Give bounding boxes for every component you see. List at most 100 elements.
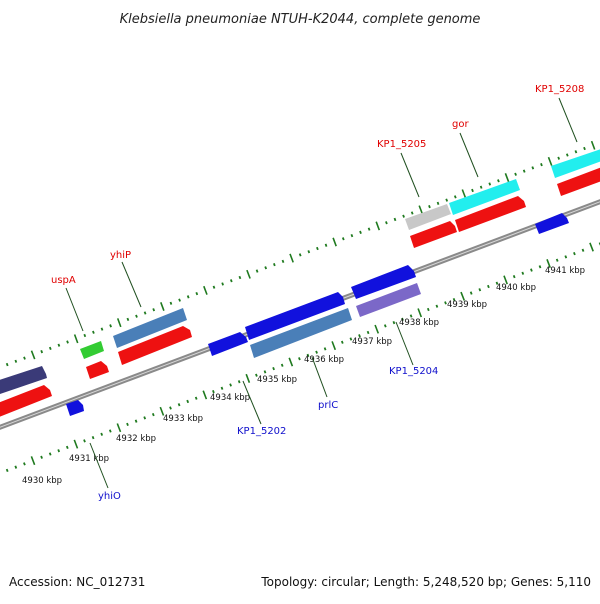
lower-tick-17 (136, 420, 137, 423)
lower-tick-56 (471, 292, 472, 295)
upper-tick-58 (489, 183, 490, 186)
feature-green-uspa[interactable] (80, 341, 104, 359)
upper-tick-41 (343, 238, 344, 241)
lower-tick-61 (514, 275, 515, 278)
upper-tick-62 (524, 170, 525, 173)
lower-tick-57 (479, 288, 480, 291)
upper-tick-28 (231, 279, 232, 282)
upper-tick-18 (145, 312, 146, 315)
upper-tick-39 (326, 244, 327, 247)
kbp-label-4936: 4936 kbp (304, 355, 344, 365)
upper-tick-55 (462, 190, 465, 198)
upper-tick-4 (24, 357, 25, 360)
lower-tick-64 (540, 266, 541, 269)
upper-tick-44 (369, 228, 370, 231)
upper-tick-67 (567, 154, 568, 157)
leader-yhio (90, 443, 108, 488)
gene-label-yhio[interactable]: yhiO (98, 491, 121, 502)
leader-lines (66, 98, 577, 488)
kbp-label-4941: 4941 kbp (545, 266, 585, 276)
upper-tick-32 (265, 267, 266, 270)
upper-tick-36 (300, 254, 301, 257)
gene-label-uspa[interactable]: uspA (51, 275, 76, 286)
upper-tick-66 (558, 157, 559, 160)
lower-tick-38 (316, 351, 317, 354)
lower-tick-50 (418, 309, 421, 318)
upper-tick-59 (498, 180, 499, 183)
upper-tick-64 (541, 163, 542, 166)
lower-tick-2 (7, 469, 8, 472)
upper-tick-22 (179, 299, 180, 302)
upper-tick-34 (283, 260, 284, 263)
upper-tick-61 (515, 173, 516, 176)
lower-tick-41 (342, 341, 343, 344)
genome-stats-text: Topology: circular; Length: 5,248,520 bp… (260, 575, 591, 589)
upper-tick-42 (351, 234, 352, 237)
upper-tick-14 (110, 325, 111, 328)
upper-tick-50 (419, 206, 422, 214)
lower-tick-9 (67, 446, 68, 449)
upper-tick-29 (239, 276, 240, 279)
upper-tick-38 (317, 247, 318, 250)
lower-tick-7 (50, 453, 51, 456)
lower-tick-5 (31, 456, 34, 464)
kbp-label-4934: 4934 kbp (210, 393, 250, 403)
upper-tick-69 (584, 147, 585, 150)
lower-tick-33 (273, 367, 274, 370)
feature-blue-4941[interactable] (535, 213, 569, 234)
kbp-label-4930: 4930 kbp (22, 476, 62, 486)
kbp-label-4932: 4932 kbp (116, 434, 156, 444)
gene-label-kp1-5205[interactable]: KP1_5205 (377, 139, 426, 150)
kbp-label-4938: 4938 kbp (399, 318, 439, 328)
feature-blue-4934[interactable] (208, 332, 248, 356)
upper-tick-37 (308, 250, 309, 253)
lower-tick-21 (170, 407, 171, 410)
gene-label-kp1-5208[interactable]: KP1_5208 (535, 84, 584, 95)
gene-label-yhip[interactable]: yhiP (110, 250, 131, 261)
upper-tick-8 (58, 344, 59, 347)
leader-kp1-5208 (559, 98, 577, 142)
upper-tick-63 (532, 167, 533, 170)
leader-kp1-5204 (396, 322, 413, 365)
kbp-label-4940: 4940 kbp (496, 283, 536, 293)
gene-label-kp1-5204[interactable]: KP1_5204 (389, 366, 438, 377)
lower-tick-35 (289, 358, 292, 366)
lower-tick-11 (84, 440, 85, 443)
gene-label-gor[interactable]: gor (452, 119, 469, 130)
lower-tick-30 (246, 374, 249, 383)
upper-tick-30 (247, 270, 250, 278)
lower-tick-53 (445, 302, 446, 305)
lower-tick-32 (265, 371, 266, 374)
kbp-label-4937: 4937 kbp (352, 337, 392, 347)
upper-tick-2 (7, 363, 8, 366)
lower-tick-62 (522, 272, 523, 275)
upper-tick-56 (472, 189, 473, 192)
gene-label-prlc[interactable]: prlC (318, 400, 338, 411)
lower-tick-58 (488, 285, 489, 288)
accession-text: Accession: NC_012731 (9, 575, 145, 589)
gene-label-kp1-5202[interactable]: KP1_5202 (237, 426, 286, 437)
lower-tick-16 (127, 423, 128, 426)
upper-tick-54 (455, 196, 456, 199)
lower-tick-44 (368, 331, 369, 334)
map-title: Klebsiella pneumoniae NTUH-K2044, comple… (120, 12, 481, 27)
lower-tick-34 (282, 364, 283, 367)
kbp-label-4939: 4939 kbp (447, 300, 487, 310)
upper-tick-3 (15, 360, 16, 363)
lower-tick-45 (375, 325, 378, 333)
kbp-scale: 4930 kbp 4931 kbp 4932 kbp 4933 kbp 4934… (22, 266, 585, 486)
upper-tick-6 (41, 350, 42, 353)
lower-tick-15 (117, 424, 120, 432)
upper-tick-45 (376, 222, 379, 230)
lower-tick-3 (15, 466, 16, 469)
lower-tick-70 (590, 243, 593, 252)
upper-tick-35 (290, 254, 293, 263)
upper-tick-11 (84, 334, 85, 337)
upper-tick-65 (549, 157, 552, 165)
feature-red-uspa[interactable] (86, 361, 109, 379)
lower-tick-46 (385, 325, 386, 328)
lower-tick-67 (565, 256, 566, 259)
lower-tick-25 (203, 391, 206, 399)
upper-tick-15 (118, 318, 121, 327)
